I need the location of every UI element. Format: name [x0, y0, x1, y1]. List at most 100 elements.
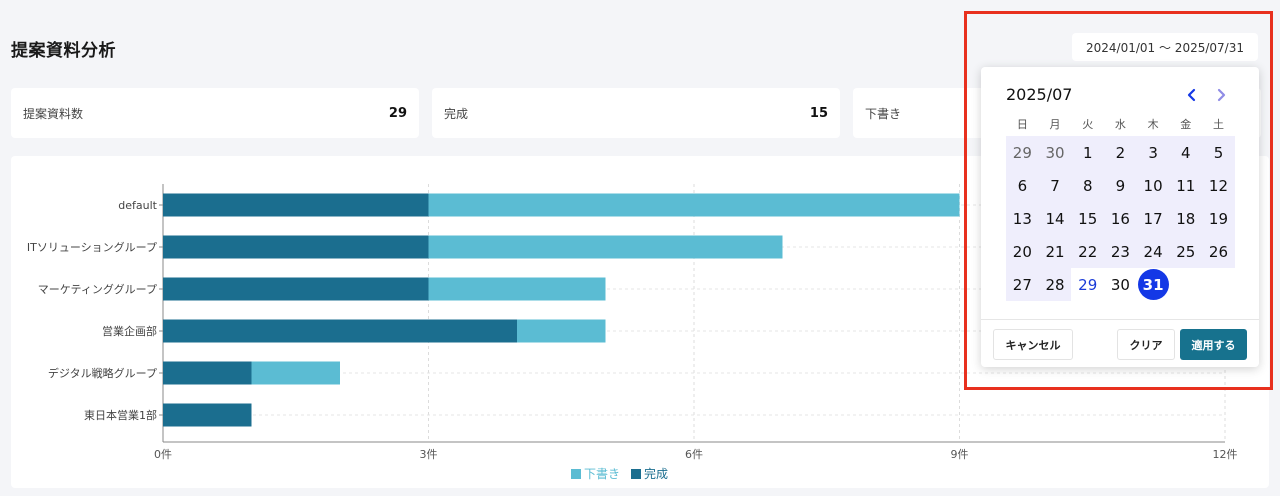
bar-draft: [428, 277, 606, 301]
legend-swatch: [571, 469, 581, 479]
bar-draft: [428, 235, 783, 259]
calendar-day-label: 23: [1110, 242, 1130, 261]
calendar-day[interactable]: 14: [1038, 202, 1072, 235]
calendar-day-label: 31: [1142, 275, 1164, 294]
calendar-empty-cell: [1169, 268, 1202, 301]
calendar-empty-cell: [1202, 268, 1235, 301]
stat-card-complete: 完成 15: [432, 88, 840, 138]
calendar-day[interactable]: 29: [1006, 136, 1039, 169]
date-picker-popup: 2025/07 日月火水木金土 29 30 1 2 3 4 5 6 7 8 9 10 11 12 13 14 1…: [981, 67, 1259, 367]
weekday-header: 日月火水木金土: [1006, 116, 1235, 132]
calendar-day[interactable]: 30: [1038, 136, 1072, 169]
calendar-day-label: 25: [1176, 242, 1196, 261]
x-tick-label: 12件: [1213, 448, 1238, 461]
calendar-day[interactable]: 24: [1136, 235, 1170, 268]
calendar-day-label: 6: [1017, 176, 1028, 195]
stat-label: 提案資料数: [23, 106, 84, 121]
calendar-day-label: 12: [1208, 176, 1229, 195]
calendar-day[interactable]: 22: [1071, 235, 1105, 268]
weekday-label: 日: [1016, 118, 1028, 131]
calendar-day[interactable]: 26: [1202, 235, 1235, 268]
bar-complete: [163, 403, 252, 427]
chevron-right-icon: [1217, 88, 1226, 102]
chevron-left-icon: [1187, 88, 1196, 102]
calendar-day-selected[interactable]: 31: [1137, 268, 1170, 301]
calendar-day[interactable]: 29: [1071, 268, 1104, 301]
weekday-label: 火: [1082, 118, 1094, 131]
bar-draft: [428, 193, 960, 217]
calendar-day-label: 30: [1045, 143, 1065, 162]
calendar-day[interactable]: 13: [1006, 202, 1039, 235]
calendar-day[interactable]: 19: [1202, 202, 1235, 235]
stat-label: 完成: [444, 106, 469, 121]
bar-complete: [163, 277, 429, 301]
y-tick-label: マーケティンググループ: [38, 282, 157, 296]
x-tick-label: 9件: [951, 448, 969, 461]
cancel-button[interactable]: キャンセル: [993, 329, 1073, 360]
calendar-day-label: 24: [1143, 242, 1163, 261]
calendar-day-label: 27: [1012, 275, 1032, 294]
bar-draft: [517, 319, 606, 343]
calendar-day-label: 10: [1143, 176, 1163, 195]
x-tick-label: 0件: [154, 448, 172, 461]
calendar-day-label: 26: [1208, 242, 1229, 261]
y-tick-label: 営業企画部: [102, 324, 157, 338]
picker-divider: [981, 319, 1259, 320]
calendar-day-label: 30: [1110, 275, 1130, 294]
y-tick-label: 東日本営業1部: [84, 408, 157, 422]
prev-month-button[interactable]: [1181, 84, 1203, 106]
x-tick-label: 3件: [420, 448, 438, 461]
calendar-day[interactable]: 3: [1136, 136, 1170, 169]
calendar-day-label: 22: [1078, 242, 1098, 261]
clear-button[interactable]: クリア: [1117, 329, 1175, 360]
stat-card-total: 提案資料数 29: [11, 88, 419, 138]
stat-value: 29: [388, 105, 407, 121]
calendar-day-label: 2: [1115, 143, 1126, 162]
calendar-day-label: 15: [1078, 209, 1098, 228]
calendar-day[interactable]: 28: [1038, 268, 1072, 301]
calendar-day[interactable]: 1: [1071, 136, 1105, 169]
calendar-day-label: 17: [1143, 209, 1163, 228]
calendar-day[interactable]: 20: [1006, 235, 1039, 268]
legend-label: 完成: [644, 466, 668, 481]
date-range-input[interactable]: 2024/01/01 ～ 2025/07/31: [1072, 33, 1258, 61]
calendar-day[interactable]: 21: [1038, 235, 1072, 268]
calendar-day[interactable]: 30: [1104, 268, 1137, 301]
weekday-label: 水: [1114, 118, 1126, 131]
calendar-day-label: 20: [1012, 242, 1032, 261]
next-month-button[interactable]: [1210, 84, 1232, 106]
bar-complete: [163, 193, 429, 217]
calendar-day[interactable]: 9: [1104, 169, 1137, 202]
calendar-day[interactable]: 16: [1104, 202, 1137, 235]
calendar-day-label: 16: [1110, 209, 1130, 228]
bar-complete: [163, 319, 517, 343]
calendar-day-label: 28: [1045, 275, 1065, 294]
calendar-day[interactable]: 5: [1202, 136, 1235, 169]
calendar-day[interactable]: 7: [1038, 169, 1072, 202]
legend-label: 下書き: [584, 467, 620, 481]
calendar-day[interactable]: 17: [1136, 202, 1170, 235]
calendar-day-label: 29: [1012, 143, 1032, 162]
calendar-day-label: 29: [1078, 275, 1098, 294]
calendar-day-label: 21: [1045, 242, 1065, 261]
calendar-day[interactable]: 6: [1006, 169, 1039, 202]
calendar-day-label: 8: [1082, 176, 1093, 195]
stat-value: 15: [809, 105, 828, 121]
calendar-day-label: 4: [1181, 143, 1191, 162]
calendar-day[interactable]: 11: [1169, 169, 1203, 202]
calendar-day[interactable]: 25: [1169, 235, 1203, 268]
calendar-day[interactable]: 27: [1006, 268, 1039, 301]
stat-label: 下書き: [865, 106, 902, 121]
calendar-day[interactable]: 10: [1136, 169, 1170, 202]
apply-button[interactable]: 適用する: [1180, 329, 1247, 360]
bar-draft: [251, 361, 340, 385]
calendar-day[interactable]: 2: [1104, 136, 1137, 169]
calendar-day[interactable]: 18: [1169, 202, 1203, 235]
calendar-day-label: 1: [1082, 143, 1093, 162]
calendar-day[interactable]: 8: [1071, 169, 1105, 202]
calendar-day[interactable]: 4: [1169, 136, 1203, 169]
calendar-day[interactable]: 12: [1202, 169, 1235, 202]
calendar-day[interactable]: 23: [1104, 235, 1137, 268]
calendar-day[interactable]: 15: [1071, 202, 1105, 235]
weekday-label: 月: [1049, 118, 1061, 131]
